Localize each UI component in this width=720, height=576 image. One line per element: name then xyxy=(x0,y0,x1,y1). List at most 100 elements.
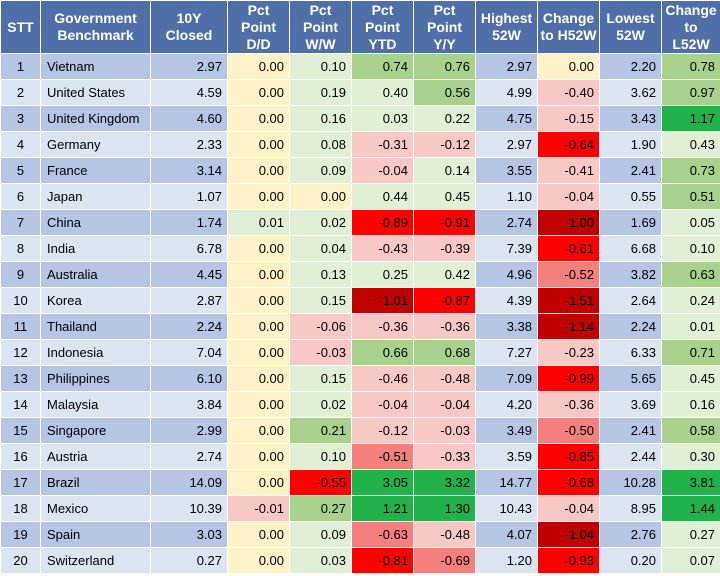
cell-benchmark: Vietnam xyxy=(40,53,151,80)
cell-benchmark: Korea xyxy=(40,287,151,314)
cell-highest-52w: 7.39 xyxy=(475,235,538,262)
cell-change-l52w: 3.81 xyxy=(661,469,720,496)
cell-ytd: -1.01 xyxy=(351,287,414,314)
cell-change-l52w: 0.07 xyxy=(661,547,720,574)
cell-change-l52w: 0.01 xyxy=(661,313,720,340)
cell-ww: 0.13 xyxy=(289,261,352,288)
cell-lowest-52w: 0.55 xyxy=(599,183,662,210)
cell-change-l52w: 0.43 xyxy=(661,131,720,158)
cell-ww: 0.04 xyxy=(289,235,352,262)
cell-change-h52w: -0.36 xyxy=(537,391,600,418)
table-row: 9 Australia 4.45 0.00 0.13 0.25 0.42 4.96 -0.52 3… xyxy=(0,261,720,288)
header-row: STT Government Benchmark 10Y Closed Pct … xyxy=(0,0,720,54)
cell-stt: 5 xyxy=(0,157,41,184)
cell-stt: 11 xyxy=(0,313,41,340)
cell-10y-closed: 3.14 xyxy=(150,157,228,184)
cell-dd: 0.00 xyxy=(227,443,290,470)
cell-change-h52w: -0.52 xyxy=(537,261,600,288)
cell-lowest-52w: 2.76 xyxy=(599,521,662,548)
cell-benchmark: Australia xyxy=(40,261,151,288)
cell-change-l52w: 0.45 xyxy=(661,365,720,392)
cell-ww: 0.10 xyxy=(289,53,352,80)
cell-highest-52w: 3.55 xyxy=(475,157,538,184)
cell-lowest-52w: 6.68 xyxy=(599,235,662,262)
cell-change-h52w: -0.04 xyxy=(537,183,600,210)
cell-stt: 16 xyxy=(0,443,41,470)
cell-ww: 0.09 xyxy=(289,521,352,548)
cell-yy: 1.30 xyxy=(413,495,476,522)
col-header-ww: Pct Point W/W xyxy=(289,0,352,54)
cell-lowest-52w: 8.95 xyxy=(599,495,662,522)
table-row: 10 Korea 2.87 0.00 0.15 -1.01 -0.87 4.39 -1.51 2.… xyxy=(0,287,720,314)
cell-10y-closed: 7.04 xyxy=(150,339,228,366)
cell-ww: -0.55 xyxy=(289,469,352,496)
cell-ytd: 0.40 xyxy=(351,79,414,106)
cell-change-h52w: 0.00 xyxy=(537,53,600,80)
cell-highest-52w: 7.27 xyxy=(475,339,538,366)
cell-lowest-52w: 1.90 xyxy=(599,131,662,158)
cell-dd: 0.00 xyxy=(227,417,290,444)
cell-ww: 0.08 xyxy=(289,131,352,158)
cell-benchmark: Austria xyxy=(40,443,151,470)
cell-change-h52w: -0.40 xyxy=(537,79,600,106)
cell-yy: -0.69 xyxy=(413,547,476,574)
cell-dd: 0.00 xyxy=(227,105,290,132)
table-row: 16 Austria 2.74 0.00 0.10 -0.51 -0.33 3.59 -0.85… xyxy=(0,443,720,470)
cell-lowest-52w: 6.33 xyxy=(599,339,662,366)
cell-lowest-52w: 3.69 xyxy=(599,391,662,418)
cell-stt: 9 xyxy=(0,261,41,288)
table-row: 1 Vietnam 2.97 0.00 0.10 0.74 0.76 2.97 0.00 2.20… xyxy=(0,53,720,80)
cell-yy: -0.36 xyxy=(413,313,476,340)
cell-lowest-52w: 3.62 xyxy=(599,79,662,106)
cell-ww: 0.21 xyxy=(289,417,352,444)
cell-change-l52w: 0.63 xyxy=(661,261,720,288)
cell-change-h52w: -0.68 xyxy=(537,469,600,496)
cell-lowest-52w: 10.28 xyxy=(599,469,662,496)
cell-stt: 17 xyxy=(0,469,41,496)
cell-change-l52w: 0.30 xyxy=(661,443,720,470)
cell-dd: -0.01 xyxy=(227,495,290,522)
col-header-stt: STT xyxy=(0,0,41,54)
cell-ww: 0.10 xyxy=(289,443,352,470)
cell-ww: -0.06 xyxy=(289,313,352,340)
cell-dd: 0.00 xyxy=(227,157,290,184)
cell-benchmark: Philippines xyxy=(40,365,151,392)
cell-ytd: 0.25 xyxy=(351,261,414,288)
cell-stt: 10 xyxy=(0,287,41,314)
cell-benchmark: Singapore xyxy=(40,417,151,444)
cell-highest-52w: 1.10 xyxy=(475,183,538,210)
cell-highest-52w: 4.39 xyxy=(475,287,538,314)
table-row: 17 Brazil 14.09 0.00 -0.55 3.05 3.32 14.77 -0.68… xyxy=(0,469,720,496)
cell-10y-closed: 10.39 xyxy=(150,495,228,522)
cell-10y-closed: 2.24 xyxy=(150,313,228,340)
cell-change-h52w: -1.04 xyxy=(537,521,600,548)
cell-10y-closed: 2.33 xyxy=(150,131,228,158)
cell-highest-52w: 4.75 xyxy=(475,105,538,132)
table-row: 12 Indonesia 7.04 0.00 -0.03 0.66 0.68 7.27 -0.2… xyxy=(0,339,720,366)
cell-yy: 0.68 xyxy=(413,339,476,366)
cell-lowest-52w: 2.41 xyxy=(599,417,662,444)
cell-ytd: -0.81 xyxy=(351,547,414,574)
cell-10y-closed: 1.07 xyxy=(150,183,228,210)
table-row: 6 Japan 1.07 0.00 0.00 0.44 0.45 1.10 -0.04 0.55 0… xyxy=(0,183,720,210)
cell-highest-52w: 3.49 xyxy=(475,417,538,444)
cell-lowest-52w: 2.24 xyxy=(599,313,662,340)
cell-highest-52w: 7.09 xyxy=(475,365,538,392)
cell-yy: -0.12 xyxy=(413,131,476,158)
cell-dd: 0.00 xyxy=(227,521,290,548)
cell-lowest-52w: 2.44 xyxy=(599,443,662,470)
cell-10y-closed: 2.87 xyxy=(150,287,228,314)
cell-ytd: -0.63 xyxy=(351,521,414,548)
cell-change-h52w: -1.00 xyxy=(537,209,600,236)
cell-highest-52w: 3.59 xyxy=(475,443,538,470)
table-row: 15 Singapore 2.99 0.00 0.21 -0.12 -0.03 3.49 -0.… xyxy=(0,417,720,444)
table-row: 13 Philippines 6.10 0.00 0.15 -0.46 -0.48 7.09-… xyxy=(0,365,720,392)
cell-dd: 0.00 xyxy=(227,391,290,418)
cell-change-l52w: 0.05 xyxy=(661,209,720,236)
cell-ww: -0.03 xyxy=(289,339,352,366)
cell-dd: 0.00 xyxy=(227,469,290,496)
cell-change-l52w: 0.51 xyxy=(661,183,720,210)
cell-ytd: -0.46 xyxy=(351,365,414,392)
table-row: 7 China 1.74 0.01 0.02 -0.89 -0.91 2.74 -1.00 1.6… xyxy=(0,209,720,236)
